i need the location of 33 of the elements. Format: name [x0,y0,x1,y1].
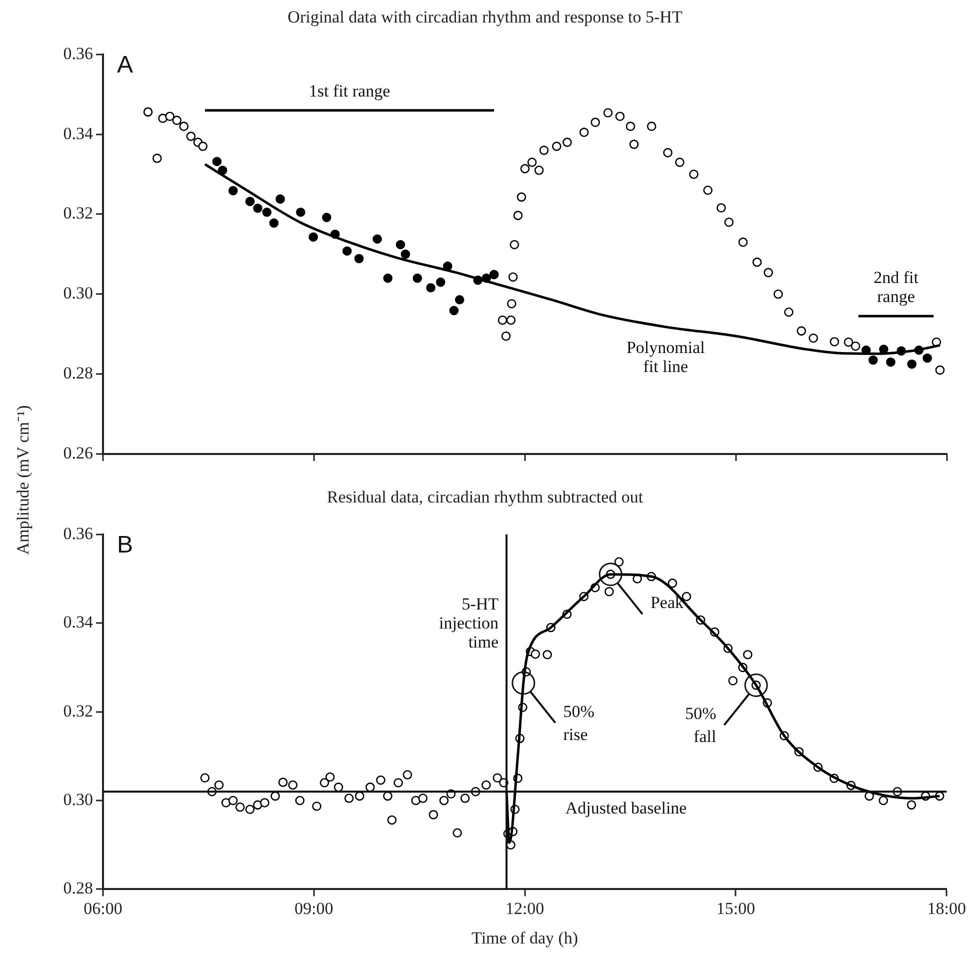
ref-line-label: Adjusted baseline [565,798,687,818]
y-tick-label: 0.34 [63,124,94,143]
y-axis-title: Amplitude (mV cm⁻¹) [12,405,34,555]
x-axis-title: Time of day (h) [472,928,578,948]
x-tick-label: 06:00 [84,898,122,918]
y-tick-label: 0.30 [63,790,93,809]
y-tick-label: 0.34 [63,612,94,632]
chart-title: Original data with circadian rhythm and response to 5-HT [288,8,683,27]
annotation: 50% rise [563,702,594,744]
y-tick-label: 0.32 [63,204,93,223]
y-tick-label: 0.28 [63,364,93,383]
annotation: B [117,531,134,558]
annotation: Peak [650,593,684,612]
x-tick-label: 15:00 [716,898,756,918]
ref-line-label: 5-HT injection time [439,594,500,652]
x-tick-label: 09:00 [294,898,334,918]
y-tick-label: 0.32 [63,701,93,720]
y-tick-label: 0.36 [63,44,93,63]
series-label: 2nd fit range [874,268,919,306]
annotation: 50% fall [685,704,717,746]
chart-title: Residual data, circadian rhythm subtracted out [326,488,644,507]
x-tick-label: 18:00 [927,898,966,918]
y-tick-label: 0.28 [63,878,93,898]
series-label: Polynomial fit line [626,338,706,376]
series-label: 1st fit range [308,81,390,100]
y-tick-label: 0.36 [63,524,93,543]
y-tick-label: 0.26 [63,443,93,462]
x-tick-label: 12:00 [505,898,544,918]
annotation: A [117,51,134,78]
point [744,673,768,697]
point [598,562,622,586]
point [512,671,536,695]
y-tick-label: 0.30 [63,284,93,303]
